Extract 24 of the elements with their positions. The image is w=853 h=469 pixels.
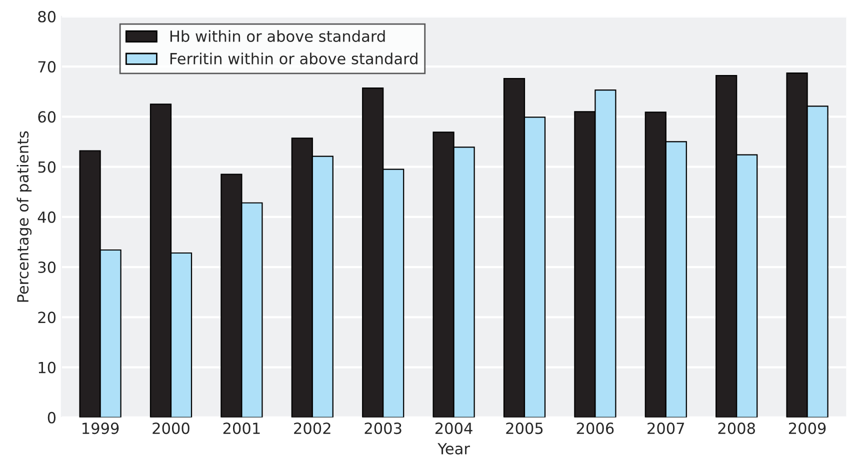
x-tick-label: 2007 (648, 422, 684, 434)
x-tick-label: 2001 (223, 422, 260, 434)
y-tick-label: 20 (38, 312, 56, 324)
y-tick-label: 10 (38, 362, 56, 374)
y-tick-label: 80 (38, 10, 56, 22)
x-tick-label: 1999 (82, 422, 119, 434)
x-tick-label: 2000 (152, 422, 190, 434)
x-tick-label: 2009 (788, 422, 826, 434)
y-tick-label: 0 (48, 412, 56, 424)
x-tick-label: 2006 (576, 422, 614, 434)
x-tick-label: 2004 (435, 422, 472, 434)
y-tick-label: 60 (38, 111, 56, 123)
x-tick-label: 2005 (506, 422, 543, 434)
y-tick-label: 70 (38, 61, 56, 73)
x-tick-label: 2003 (364, 422, 402, 434)
y-axis-title: Percentage of patients (16, 131, 32, 302)
y-tick-label: 50 (38, 161, 56, 173)
legend-label: Hb within or above standard (170, 30, 385, 42)
y-tick-label: 40 (38, 211, 56, 223)
legend-label: Ferritin within or above standard (170, 52, 418, 64)
x-axis-title: Year (438, 443, 470, 454)
x-tick-label: 2002 (294, 422, 330, 434)
y-tick-label: 30 (38, 262, 56, 274)
x-tick-label: 2008 (718, 422, 755, 434)
